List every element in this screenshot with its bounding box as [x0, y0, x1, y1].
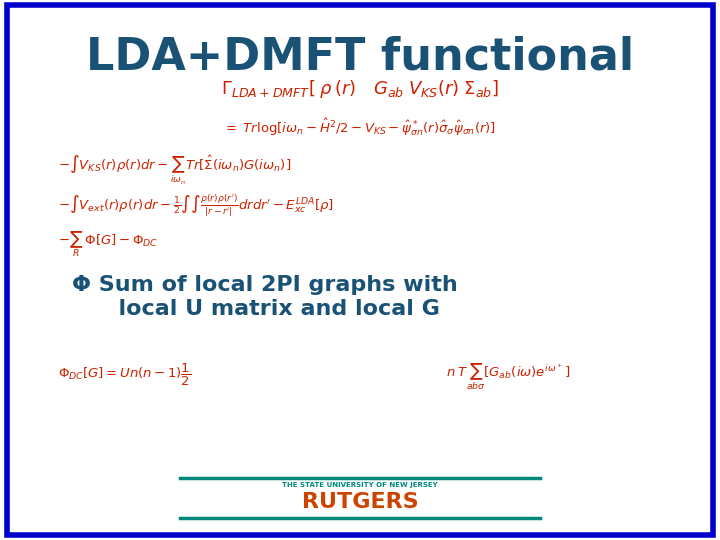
Text: $\Gamma_{LDA + DMFT}[\; \rho\,(r)\quad G_{ab}\; V_{KS}(r)\; \Sigma_{ab}]$: $\Gamma_{LDA + DMFT}[\; \rho\,(r)\quad G… — [221, 78, 499, 100]
Text: $-\int V_{ext}(r)\rho(r)dr - \frac{1}{2}\int\int \frac{\rho(r)\rho(r^{\prime})}{: $-\int V_{ext}(r)\rho(r)dr - \frac{1}{2}… — [58, 192, 333, 219]
Text: $n\;T\sum_{ab\sigma} [G_{ab}(i\omega)e^{i\omega^+}]$: $n\;T\sum_{ab\sigma} [G_{ab}(i\omega)e^{… — [446, 362, 570, 392]
Text: LDA+DMFT functional: LDA+DMFT functional — [86, 35, 634, 78]
Text: $-\int V_{KS}(r)\rho(r)dr - \sum_{i\omega_n} Tr[\hat{\Sigma}(i\omega_n)G(i\omega: $-\int V_{KS}(r)\rho(r)dr - \sum_{i\omeg… — [58, 154, 291, 187]
Text: $\Phi_{DC}[G] = Un(n-1)\dfrac{1}{2}$: $\Phi_{DC}[G] = Un(n-1)\dfrac{1}{2}$ — [58, 362, 191, 388]
Text: $-\sum_R \;\Phi[G] - \Phi_{DC}$: $-\sum_R \;\Phi[G] - \Phi_{DC}$ — [58, 230, 158, 259]
Text: RUTGERS: RUTGERS — [302, 492, 418, 512]
Text: THE STATE UNIVERSITY OF NEW JERSEY: THE STATE UNIVERSITY OF NEW JERSEY — [282, 482, 438, 488]
Text: Φ Sum of local 2PI graphs with
      local U matrix and local G: Φ Sum of local 2PI graphs with local U m… — [72, 275, 458, 319]
Text: $= \;Tr\log[i\omega_n - \hat{H}^2/2 - V_{KS} - \hat{\psi}^*_{\sigma n}(r)\hat{\s: $= \;Tr\log[i\omega_n - \hat{H}^2/2 - V_… — [223, 116, 497, 138]
